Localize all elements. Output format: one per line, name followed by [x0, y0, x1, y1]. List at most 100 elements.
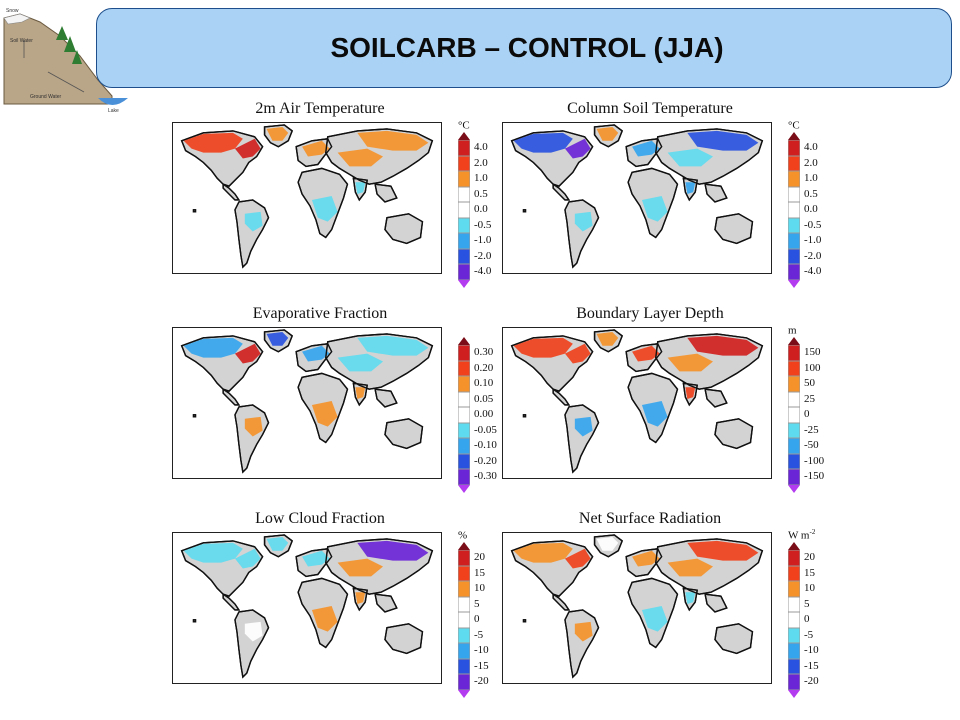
- colorbar-swatch: [458, 627, 470, 643]
- coastline-india: [682, 587, 698, 612]
- world-map: [172, 532, 442, 684]
- colorbar-swatches: [788, 337, 800, 493]
- anomaly-south-america-central: [244, 621, 263, 642]
- panel-soil-temperature: Column Soil Temperature °C 4.0 2.0 1.0 0.5 0.0…: [500, 100, 830, 290]
- colorbar-tick-label: 0: [804, 408, 810, 420]
- page-title: SOILCARB – CONTROL (JJA): [330, 32, 724, 63]
- anomaly-canada-east: [564, 548, 591, 569]
- colorbar-tip-min: [458, 484, 470, 493]
- coastline-south-america: [234, 404, 270, 474]
- anomaly-north-america-north: [513, 132, 573, 153]
- anomaly-europe-north: [632, 140, 660, 157]
- colorbar-tick-label: 10: [804, 582, 815, 594]
- colorbar-tick-label: 150: [804, 346, 821, 358]
- panel-boundary-layer-depth: Boundary Layer Depth m 150 100 50 25 0 -25 -50 -1…: [500, 305, 830, 495]
- colorbar-tick-label: -0.05: [474, 423, 497, 436]
- anomaly-central-asia: [337, 148, 383, 167]
- anomaly-central-asia: [667, 148, 713, 167]
- colorbar-swatch: [788, 627, 800, 643]
- coastline-australia: [384, 213, 424, 245]
- coastline-antarctic-dot: [522, 209, 527, 213]
- map-canvas: [180, 534, 434, 679]
- anomaly-greenland: [596, 331, 619, 346]
- colorbar-swatch: [788, 264, 800, 280]
- anomaly-central-asia: [667, 353, 713, 372]
- colorbar-tick-label: -0.10: [474, 439, 497, 451]
- colorbar-unit-exponent: -2: [809, 528, 816, 536]
- coastline-north-america: [510, 540, 594, 597]
- coastline-north-america: [510, 130, 594, 187]
- map-canvas: [510, 534, 764, 679]
- continent-south-america: [564, 199, 600, 269]
- coastline-central-america: [222, 387, 241, 406]
- colorbar-swatch: [788, 658, 800, 674]
- panel-evaporative-fraction: Evaporative Fraction 0.30 0.20 0.10 0.05 0.00…: [170, 305, 500, 495]
- colorbar-tick-label: -50: [804, 439, 819, 451]
- colorbar-tip-max: [458, 542, 470, 550]
- coastline-se-asia: [374, 183, 398, 203]
- colorbar-swatch: [458, 391, 470, 407]
- colorbar-swatch: [458, 360, 470, 376]
- hydrology-logo: Snow Soil Water Ground Water Lake: [3, 8, 128, 114]
- colorbar-swatch: [788, 550, 800, 566]
- anomaly-canada-east: [564, 138, 591, 159]
- anomaly-central-asia: [337, 353, 383, 372]
- coastline-se-asia: [704, 388, 728, 408]
- colorbar-tick-label: -15: [474, 659, 489, 672]
- colorbar-swatch: [788, 248, 800, 264]
- anomaly-india: [685, 592, 696, 605]
- anomaly-canada-east: [234, 548, 261, 569]
- colorbar-swatch: [788, 469, 800, 485]
- colorbar-tip-min: [458, 279, 470, 288]
- colorbar-tick-label: 5: [474, 597, 480, 610]
- continent-south-america: [564, 609, 600, 679]
- colorbar-swatch: [788, 155, 800, 171]
- anomaly-north-america-north: [183, 542, 243, 563]
- coastline-se-asia: [374, 593, 398, 613]
- coastline-north-america: [510, 335, 594, 392]
- anomaly-greenland: [596, 126, 619, 141]
- colorbar-swatch: [788, 345, 800, 361]
- coastline-north-america: [180, 540, 264, 597]
- coastline-africa: [627, 167, 679, 239]
- coastline-central-america: [222, 182, 241, 201]
- coastline-india: [352, 177, 368, 202]
- coastline-india: [682, 177, 698, 202]
- colorbar-ticks: 4.0 2.0 1.0 0.5 0.0 -0.5 -1.0 -2.0 -4.0: [804, 140, 821, 280]
- colorbar-swatch: [458, 202, 470, 218]
- colorbar-tip-min: [458, 689, 470, 698]
- coastline-antarctic-dot: [522, 619, 527, 623]
- coastline-africa: [627, 577, 679, 649]
- anomaly-africa-central: [641, 606, 668, 632]
- colorbar-swatch: [458, 376, 470, 392]
- colorbar-tick-label: 0.10: [474, 377, 494, 389]
- colorbar-tick-label: -0.20: [474, 454, 497, 467]
- colorbar-swatch: [458, 674, 470, 690]
- colorbar-swatch: [458, 596, 470, 612]
- coastline-india: [682, 382, 698, 407]
- colorbar-unit-text: °C: [458, 119, 470, 132]
- anomaly-canada-east: [234, 138, 261, 159]
- colorbar-tick-label: -15: [804, 659, 819, 672]
- colorbar-ticks: 20 15 10 5 0 -5 -10 -15 -20: [474, 550, 489, 690]
- colorbar-swatch: [788, 612, 800, 628]
- colorbar-swatch: [458, 407, 470, 423]
- anomaly-central-asia: [337, 558, 383, 577]
- coastline-north-america: [180, 130, 264, 187]
- colorbar-swatch: [788, 581, 800, 597]
- anomaly-greenland: [266, 126, 289, 141]
- colorbar-tick-label: -5: [474, 628, 484, 641]
- colorbar-tick-label: 1.0: [474, 172, 488, 184]
- world-map: [502, 532, 772, 684]
- colorbar-tick-label: 0.5: [474, 187, 488, 200]
- colorbar: m 150 100 50 25 0 -25 -50 -100 -150: [788, 325, 848, 493]
- coastline-greenland: [263, 329, 294, 353]
- coastline-australia: [714, 213, 754, 245]
- colorbar-swatches: [458, 337, 470, 493]
- anomaly-siberia: [687, 335, 759, 356]
- anomaly-europe-north: [302, 140, 330, 157]
- colorbar-swatch: [458, 233, 470, 249]
- colorbar-tick-label: -100: [804, 454, 825, 467]
- anomaly-south-america-central: [244, 416, 263, 437]
- colorbar-tick-label: 0.0: [804, 203, 818, 215]
